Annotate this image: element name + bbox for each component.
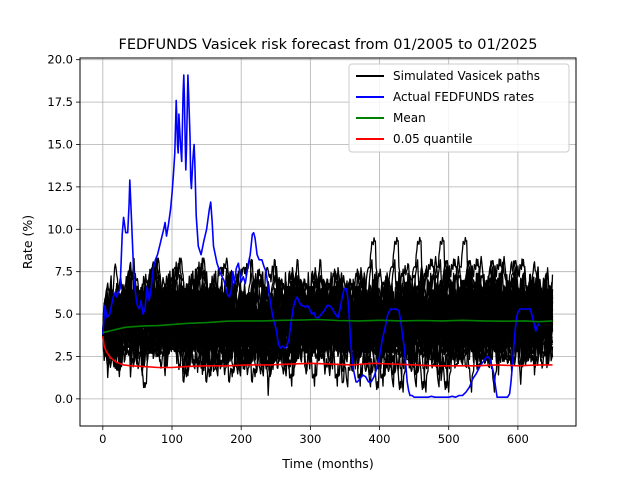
chart-title: FEDFUNDS Vasicek risk forecast from 01/2… [118,37,537,53]
x-tick-label: 600 [507,432,529,446]
y-tick-label: 20.0 [47,53,73,67]
axis-ticks: 0 100 200 300 400 500 600 0.0 2.5 5.0 7.5 10.0 12.5 1… [47,53,528,446]
y-tick-label: 15.0 [47,137,73,151]
y-tick-label: 0.0 [55,392,73,406]
legend-label-simulated: Simulated Vasicek paths [393,69,540,83]
series-layer [102,74,553,398]
legend-label-actual: Actual FEDFUNDS rates [393,90,534,104]
x-tick-label: 300 [299,432,321,446]
legend: Simulated Vasicek paths Actual FEDFUNDS … [348,63,570,153]
y-tick-label: 2.5 [55,349,73,363]
plot-frame [79,57,577,427]
y-tick-label: 7.5 [55,265,73,279]
series-line-0-05-quantile [102,335,553,369]
legend-box [348,63,570,153]
y-tick-label: 10.0 [47,222,73,236]
y-tick-label: 12.5 [47,180,73,194]
x-tick-label: 0 [99,432,106,446]
x-tick-label: 500 [438,432,460,446]
y-tick-label: 5.0 [55,307,73,321]
simulated-path [102,236,554,369]
series-line-mean [102,318,553,334]
y-axis-label: Rate (%) [20,215,35,269]
x-tick-label: 400 [369,432,391,446]
x-tick-label: 200 [230,432,252,446]
y-tick-label: 17.5 [47,95,73,109]
series-line-actual-fedfunds-rates [102,74,541,398]
legend-label-quantile: 0.05 quantile [393,132,472,146]
simulated-path [102,255,553,377]
legend-label-mean: Mean [393,111,426,125]
x-tick-label: 100 [161,432,183,446]
x-axis-label: Time (months) [281,456,373,471]
